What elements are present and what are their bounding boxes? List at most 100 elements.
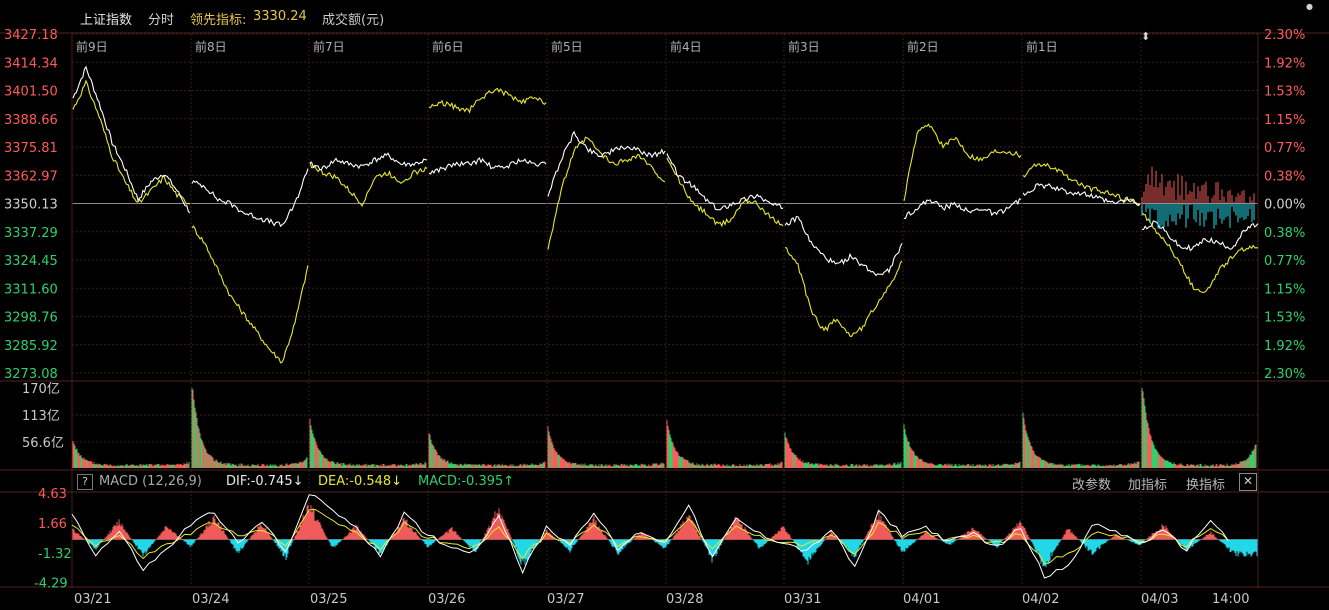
index-line	[784, 215, 903, 277]
day-label: 前7日	[313, 39, 345, 54]
macd-value-label: MACD:-0.395↑	[418, 474, 515, 489]
index-line	[903, 198, 1022, 219]
volume-tick-label: 113亿	[22, 409, 60, 424]
percent-tick-label: 1.15%	[1264, 282, 1305, 297]
x-tick-label: 03/25	[310, 592, 347, 607]
percent-tick-label: 1.92%	[1264, 339, 1305, 354]
x-tick-label: 03/24	[192, 592, 229, 607]
macd-histogram	[72, 504, 1258, 568]
percent-tick-label: 2.30%	[1264, 28, 1305, 43]
price-tick-label: 3375.81	[4, 141, 58, 156]
volume-tick-label: 170亿	[22, 382, 60, 397]
change-params-button[interactable]: 改参数	[1072, 478, 1112, 493]
price-tick-label: 3324.45	[4, 254, 58, 269]
macd-tick-label: -1.32	[38, 547, 72, 562]
macd-lines	[71, 494, 1229, 579]
percent-tick-label: 0.77%	[1264, 254, 1305, 269]
help-button[interactable]: ?	[77, 474, 93, 490]
macd-tick-label: 4.63	[38, 487, 67, 502]
x-tick-label: 03/27	[547, 592, 584, 607]
macd-tick-label: -4.29	[34, 577, 68, 592]
percent-tick-label: 1.53%	[1264, 311, 1305, 326]
chart-header: 上证指数 分时 领先指标: 3330.24 成交额(元) ●	[0, 0, 1329, 34]
add-indicator-button[interactable]: 加指标	[1128, 478, 1168, 493]
cursor-handle-icon[interactable]: ⬍	[1141, 30, 1150, 43]
day-label: 前5日	[551, 39, 583, 54]
price-tick-label: 3337.29	[4, 226, 58, 241]
amount-label: 成交额(元)	[322, 13, 385, 28]
leading-line	[666, 157, 784, 228]
x-tick-label: 04/02	[1022, 592, 1059, 607]
price-tick-label: 3414.34	[4, 56, 58, 71]
switch-indicator-button[interactable]: 换指标	[1186, 478, 1226, 493]
percent-tick-label: 0.77%	[1264, 141, 1305, 156]
corner-dot-icon: ●	[1306, 2, 1313, 11]
grid	[0, 32, 1329, 588]
index-line	[547, 130, 666, 197]
volume-axis: 170亿 113亿 56.6亿	[22, 382, 64, 451]
x-tick-label: 14:00	[1212, 592, 1249, 607]
price-tick-label: 3273.08	[4, 367, 58, 382]
volume-tick-label: 56.6亿	[22, 436, 64, 451]
index-line	[666, 153, 784, 211]
price-axis-right: 2.30% 1.92% 1.53% 1.15% 0.77% 0.38% 0.00% 0.38%…	[1264, 28, 1305, 382]
x-tick-label: 04/03	[1141, 592, 1178, 607]
price-tick-label: 3362.97	[4, 169, 58, 184]
day-label: 前8日	[195, 39, 227, 54]
percent-tick-label: 1.15%	[1264, 113, 1305, 128]
x-tick-label: 03/28	[666, 592, 703, 607]
leading-line	[72, 79, 191, 205]
day-label: 前6日	[432, 39, 464, 54]
x-tick-label: 03/31	[784, 592, 821, 607]
dea-line	[71, 508, 1229, 565]
price-tick-label: 3285.92	[4, 339, 58, 354]
index-line	[1022, 183, 1141, 207]
index-line	[309, 152, 428, 171]
index-line	[72, 65, 191, 214]
today-volume-ticks	[1141, 166, 1255, 229]
day-labels: 前9日 前8日 前7日 前6日 前5日 前4日 前3日 前2日 前1日	[76, 39, 1058, 54]
index-line	[191, 168, 309, 228]
leading-indicator-value: 3330.24	[253, 9, 307, 24]
price-axis-left: 3427.18 3414.34 3401.50 3388.66 3375.81 3362.…	[4, 28, 58, 382]
day-label: 前1日	[1026, 39, 1058, 54]
leading-line	[191, 225, 309, 364]
day-label: 前9日	[76, 39, 108, 54]
index-line	[1141, 220, 1259, 252]
macd-indicator-label[interactable]: MACD (12,26,9)	[99, 474, 202, 489]
leading-line	[784, 247, 903, 338]
price-tick-label: 3350.13	[4, 198, 58, 213]
x-tick-label: 03/21	[74, 592, 111, 607]
percent-tick-label: 2.30%	[1264, 367, 1305, 382]
x-tick-label: 03/26	[428, 592, 465, 607]
leading-line	[903, 123, 1022, 202]
index-name[interactable]: 上证指数	[80, 13, 133, 28]
macd-tick-label: 1.66	[38, 517, 67, 532]
day-label: 前2日	[907, 39, 939, 54]
leading-indicator-label: 领先指标:	[190, 13, 247, 28]
percent-tick-label: 0.38%	[1264, 226, 1305, 241]
x-tick-label: 04/01	[903, 592, 940, 607]
index-line	[428, 157, 547, 175]
leading-line	[428, 87, 547, 114]
percent-tick-label: 1.92%	[1264, 56, 1305, 71]
price-tick-label: 3311.60	[4, 282, 58, 297]
close-icon[interactable]: ✕	[1239, 473, 1257, 491]
dif-line	[71, 494, 1229, 579]
price-tick-label: 3401.50	[4, 85, 58, 100]
leading-line	[1022, 162, 1141, 206]
percent-tick-label: 1.53%	[1264, 85, 1305, 100]
price-tick-label: 3298.76	[4, 311, 58, 326]
percent-tick-label: 0.00%	[1264, 198, 1305, 213]
macd-axis: 4.63 1.66 -1.32 -4.29	[34, 487, 72, 592]
price-lines	[72, 65, 1259, 364]
price-tick-label: 3427.18	[4, 28, 58, 43]
price-tick-label: 3388.66	[4, 113, 58, 128]
chart-mode[interactable]: 分时	[148, 13, 175, 28]
x-axis-labels: 03/21 03/24 03/25 03/26 03/27 03/28 03/31 04/01…	[74, 592, 1249, 607]
dea-label: DEA:-0.548↓	[318, 474, 403, 489]
day-label: 前3日	[788, 39, 820, 54]
percent-tick-label: 0.38%	[1264, 169, 1305, 184]
dif-label: DIF:-0.745↓	[226, 474, 304, 489]
